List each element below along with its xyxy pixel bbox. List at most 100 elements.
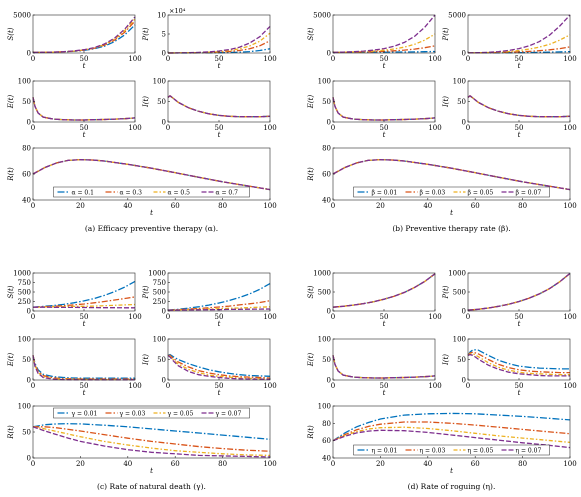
y-tick-label: 100 — [318, 336, 331, 344]
series-line — [332, 159, 571, 191]
x-tick-label: 0 — [31, 382, 35, 390]
panel-s: 0 50 100 0 5000 t S(t) — [307, 12, 442, 71]
y-tick-label: 50 — [22, 429, 31, 437]
panel-i: 0 50 100 0 50 100 t I(t) — [142, 78, 277, 140]
series-line — [32, 159, 271, 191]
x-tick-label: 50 — [80, 55, 89, 63]
x-tick-label: 0 — [166, 124, 170, 132]
x-tick-label: 100 — [428, 55, 441, 63]
series-line — [332, 273, 436, 308]
axes-box — [32, 80, 136, 123]
x-tick-label: 50 — [515, 313, 524, 321]
panel-i: 0 50 100 0 50 100 t I(t) — [442, 78, 577, 140]
legend-label: η = 0.01 — [372, 447, 398, 454]
y-axis-label: S(t) — [307, 285, 315, 298]
x-tick-label: 0 — [166, 313, 170, 321]
x-tick-label: 100 — [263, 124, 276, 132]
x-tick-label: 100 — [563, 124, 576, 132]
y-tick-label: 40 — [322, 455, 331, 463]
legend-label: β = 0.01 — [372, 189, 398, 196]
axes-box — [467, 272, 571, 312]
series-line — [32, 18, 136, 54]
y-axis-label: S(t) — [307, 27, 315, 40]
x-axis-label: t — [83, 62, 86, 70]
series-line — [32, 97, 136, 121]
y-tick-label: 40 — [22, 197, 31, 205]
x-tick-label: 100 — [263, 382, 276, 390]
series-line — [167, 25, 271, 54]
y-tick-label: 0 — [27, 119, 31, 127]
series-line — [332, 273, 436, 308]
axes-box — [32, 14, 136, 54]
x-tick-label: 50 — [215, 313, 224, 321]
y-tick-label: 50 — [22, 356, 31, 364]
y-axis-label: R(t) — [307, 425, 315, 440]
y-tick-label: 0 — [327, 308, 331, 316]
y-tick-label: 100 — [318, 78, 331, 86]
y-tick-label: 0 — [162, 308, 166, 316]
legend-label: η = 0.03 — [420, 447, 446, 454]
y-tick-label: 50 — [22, 98, 31, 106]
series-line — [467, 272, 571, 311]
y-axis-label: P(t) — [442, 27, 450, 41]
y-tick-label: 750 — [18, 279, 31, 287]
y-tick-label: 0 — [327, 377, 331, 385]
y-tick-label: 0 — [462, 308, 466, 316]
y-tick-label: 0 — [162, 50, 166, 58]
legend: β = 0.01 β = 0.03 β = 0.05 β = 0.07 — [353, 186, 550, 198]
series-line — [167, 94, 271, 118]
panel-r: 0 20 40 60 80 100 40 60 80 t R(t) — [307, 145, 577, 218]
series-line — [332, 97, 436, 121]
series-line — [167, 283, 271, 311]
legend: γ = 0.01 γ = 0.03 γ = 0.05 γ = 0.07 — [53, 407, 250, 419]
x-tick-label: 50 — [380, 124, 389, 132]
x-tick-label: 0 — [166, 382, 170, 390]
series-line — [467, 353, 570, 376]
x-axis-label: t — [83, 389, 86, 397]
legend-label: η = 0.05 — [468, 447, 494, 454]
x-tick-label: 40 — [123, 202, 132, 210]
y-tick-label: 0 — [27, 308, 31, 316]
series-line — [332, 97, 436, 121]
y-tick-label: 0 — [27, 455, 31, 463]
x-tick-label: 100 — [563, 55, 576, 63]
y-tick-label: 5000 — [448, 12, 466, 20]
x-tick-label: 0 — [466, 124, 470, 132]
y-tick-label: 0 — [327, 119, 331, 127]
x-tick-label: 50 — [380, 313, 389, 321]
panel-i: 0 50 100 0 50 100 t I(t) — [442, 336, 577, 398]
series-line — [32, 303, 136, 308]
y-axis-label: I(t) — [142, 96, 150, 108]
y-tick-label: 5000 — [313, 12, 331, 20]
y-tick-label: 100 — [18, 403, 31, 411]
legend-box — [353, 444, 550, 456]
x-tick-label: 0 — [331, 382, 335, 390]
series-line — [32, 16, 136, 54]
series-line — [467, 14, 571, 54]
series-line — [467, 272, 571, 311]
series-line — [32, 20, 136, 54]
y-tick-label: 40 — [322, 197, 331, 205]
x-tick-label: 100 — [428, 124, 441, 132]
series-line — [332, 355, 436, 379]
series-line — [32, 97, 136, 121]
axes-box — [167, 338, 271, 381]
legend-label: β = 0.05 — [468, 189, 494, 196]
series-line — [332, 429, 571, 449]
y-tick-label: 100 — [18, 78, 31, 86]
y-axis-label: P(t) — [142, 27, 150, 41]
series-line — [467, 94, 571, 118]
legend-label: β = 0.07 — [516, 189, 542, 196]
x-tick-label: 80 — [518, 460, 527, 468]
series-line — [167, 94, 271, 118]
x-tick-label: 80 — [218, 202, 227, 210]
y-tick-label: 1000 — [148, 270, 166, 278]
series-line — [467, 94, 571, 118]
series-line — [332, 97, 436, 121]
panel-r: 0 20 40 60 80 100 0 50 100 t R(t) — [7, 403, 277, 476]
axes-box — [332, 80, 436, 123]
x-tick-label: 50 — [80, 313, 89, 321]
